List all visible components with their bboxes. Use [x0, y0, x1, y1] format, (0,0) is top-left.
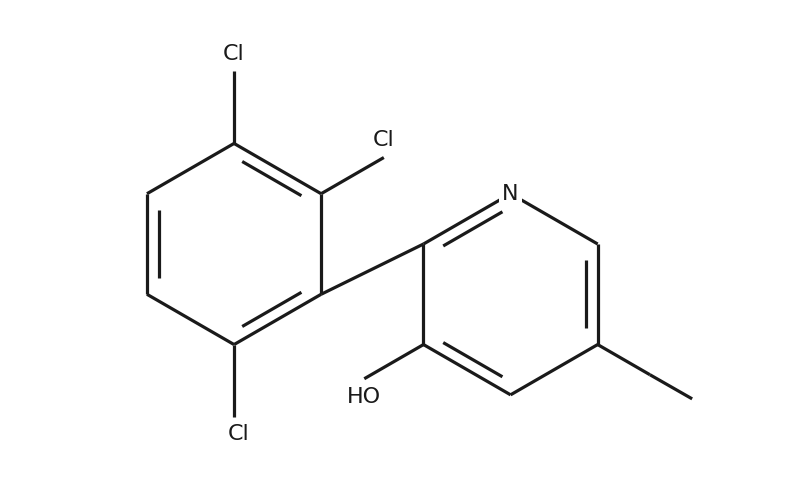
Text: Cl: Cl: [224, 44, 245, 64]
Text: Cl: Cl: [373, 130, 394, 150]
Text: HO: HO: [347, 387, 382, 407]
Text: Cl: Cl: [228, 424, 250, 444]
Text: N: N: [502, 183, 519, 203]
